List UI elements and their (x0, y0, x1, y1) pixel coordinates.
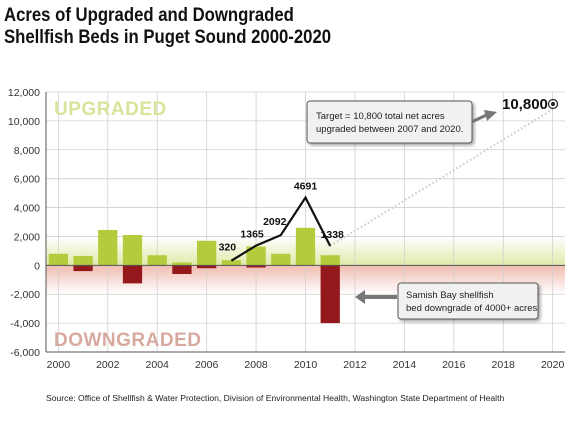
downgraded-bar (73, 265, 93, 272)
upgraded-bar (246, 246, 266, 266)
y-tick-label: -6,000 (10, 347, 40, 359)
downgraded-bar (197, 265, 217, 269)
downgraded-zone-label: DOWNGRADED (54, 330, 202, 351)
source-note: Source: Office of Shellfish & Water Prot… (46, 393, 505, 403)
chart-title: Acres of Upgraded and Downgraded Shellfi… (4, 5, 497, 49)
axes (45, 92, 565, 353)
x-tick-label: 2002 (96, 359, 120, 371)
net-line-label: 4691 (294, 181, 318, 193)
x-tick-label: 2016 (442, 359, 466, 371)
downgraded-bar (320, 265, 340, 324)
x-tick-label: 2012 (343, 359, 367, 371)
upgraded-zone-label: UPGRADED (54, 99, 167, 120)
y-tick-label: -2,000 (10, 289, 40, 301)
upgraded-bar (98, 229, 118, 266)
x-tick-label: 2014 (393, 359, 417, 371)
x-tick-label: 2000 (47, 359, 71, 371)
y-tick-label: 2,000 (14, 231, 40, 243)
upgraded-bar (197, 240, 217, 266)
net-line-label: 320 (219, 242, 237, 254)
upgraded-bar (271, 253, 291, 266)
y-tick-label: 10,000 (8, 116, 40, 128)
upgraded-bar (122, 235, 143, 266)
y-tick-label: 8,000 (14, 145, 40, 157)
upgraded-bar (221, 260, 241, 266)
target-callout-line-1: Target = 10,800 total net acres (316, 111, 445, 122)
x-tick-label: 2010 (294, 359, 318, 371)
y-tick-label: 6,000 (14, 174, 40, 186)
samish-callout-line-1: Samish Bay shellfish (406, 290, 494, 301)
target-callout: Target = 10,800 total net acres upgraded… (306, 100, 497, 144)
x-tick-label: 2004 (146, 359, 170, 371)
upgraded-bar (48, 253, 68, 266)
net-line-label: 1365 (240, 229, 264, 241)
x-tick-label: 2006 (195, 359, 219, 371)
title-line-1: Acres of Upgraded and Downgraded (4, 5, 294, 26)
y-tick-label: 12,000 (8, 87, 40, 99)
upgraded-bar (320, 255, 340, 266)
x-tick-label: 2020 (541, 359, 565, 371)
net-line-label: 2092 (263, 216, 287, 228)
samish-callout-arrow (355, 290, 397, 304)
x-tick-label: 2018 (492, 359, 516, 371)
upgraded-bar (172, 262, 192, 266)
target-icon (547, 98, 559, 110)
upgraded-bar (147, 255, 167, 266)
y-tick-label: 4,000 (14, 203, 40, 215)
upgraded-bar (295, 227, 316, 266)
net-line (230, 195, 332, 262)
y-tick-label: -4,000 (10, 318, 40, 330)
target-value: 10,800 (502, 96, 548, 113)
downgraded-bar (122, 265, 143, 284)
bars (48, 227, 340, 324)
samish-callout-box (397, 282, 539, 320)
target-callout-box (306, 100, 473, 144)
target-callout-arrow (472, 110, 497, 123)
downgraded-bar (246, 265, 266, 268)
net-line-label: 1338 (321, 229, 345, 241)
y-tick-labels: -6,000 -4,000 -2,000 0 2,000 4,000 6,000 8,000 1… (8, 87, 40, 359)
upgraded-bar (73, 255, 93, 266)
downgraded-bar (172, 265, 192, 274)
samish-callout-line-2: bed downgrade of 4000+ acres (406, 303, 538, 314)
title-line-2: Shellfish Beds in Puget Sound 2000-2020 (4, 27, 332, 48)
samish-callout: Samish Bay shellfish bed downgrade of 40… (355, 282, 539, 320)
y-tick-label: 0 (34, 260, 40, 272)
x-tick-label: 2008 (244, 359, 268, 371)
target-callout-line-2: upgraded between 2007 and 2020. (316, 124, 463, 135)
x-tick-labels: 2000 2002 2004 2006 2008 2010 2012 2014 2016 2018… (47, 359, 565, 371)
